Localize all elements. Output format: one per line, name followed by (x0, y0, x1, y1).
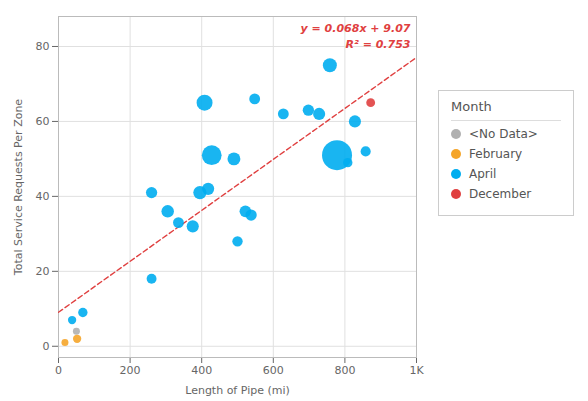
svg-text:20: 20 (36, 265, 50, 278)
svg-text:800: 800 (334, 364, 355, 377)
svg-text:400: 400 (191, 364, 212, 377)
svg-text:80: 80 (36, 40, 50, 53)
svg-text:200: 200 (120, 364, 141, 377)
html-text:April: April (469, 167, 497, 181)
svg-text:0: 0 (43, 340, 50, 353)
svg-text:600: 600 (263, 364, 284, 377)
svg-text:60: 60 (36, 115, 50, 128)
html-text:<No Data>: <No Data> (469, 127, 538, 141)
html-text:February: February (469, 147, 523, 161)
svg-text:0: 0 (55, 364, 62, 377)
svg-text:Total Service Requests Per Zon: Total Service Requests Per Zone (12, 99, 25, 277)
html-text:Month: Month (451, 99, 492, 114)
svg-text:y = 0.068x + 9.07: y = 0.068x + 9.07 (301, 22, 411, 35)
html-text:December: December (469, 187, 532, 201)
svg-text:Length of Pipe (mi): Length of Pipe (mi) (185, 384, 290, 397)
svg-text:R² = 0.753: R² = 0.753 (346, 38, 411, 51)
svg-text:1K: 1K (409, 364, 424, 377)
svg-text:40: 40 (36, 190, 50, 203)
